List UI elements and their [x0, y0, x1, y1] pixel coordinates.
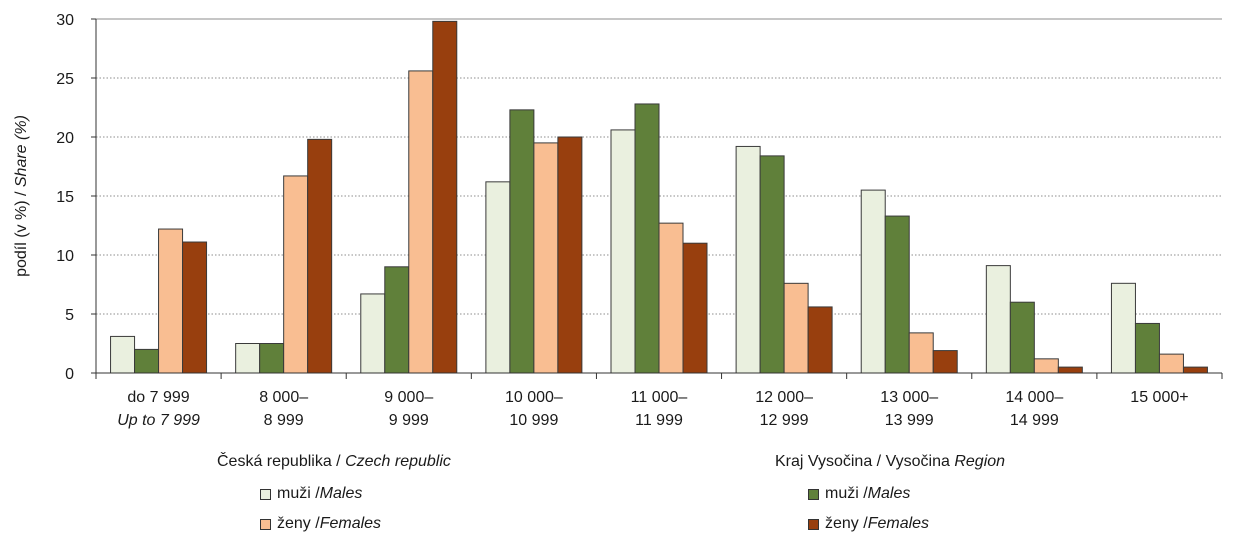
y-tick-label: 25	[56, 71, 74, 88]
bar-vy_f-0	[182, 241, 208, 374]
legend-swatch-vysocina-females	[808, 518, 819, 530]
x-tick-label: 9 000–	[384, 389, 433, 406]
x-tick-label: 13 000–	[880, 389, 938, 406]
bar-cz_m-4	[610, 129, 636, 374]
y-tick-label: 20	[56, 130, 74, 147]
x-tick-label: do 7 999	[127, 389, 189, 406]
bar-cz_m-5	[735, 145, 761, 374]
bar-cz_f-0	[158, 228, 184, 374]
bar-vy_m-0	[134, 348, 160, 374]
bar-cz_f-2	[408, 70, 434, 374]
bar-cz_f-7	[1033, 358, 1059, 374]
bar-cz_m-6	[860, 189, 886, 374]
x-tick-label: 8 000–	[259, 389, 308, 406]
bar-cz_m-1	[235, 343, 261, 374]
x-tick-label-line2: 12 999	[760, 412, 809, 429]
x-tick-label: 11 000–	[631, 389, 688, 406]
bar-vy_m-3	[509, 109, 535, 374]
bar-vy_f-1	[307, 138, 333, 374]
legend-item-czech-females: ženy / Females	[260, 515, 381, 533]
legend-item-czech-males: muži / Males	[260, 485, 362, 503]
x-tick-label-line2: 14 999	[1010, 412, 1059, 429]
bars	[110, 20, 1208, 374]
bar-vy_m-8	[1134, 322, 1160, 374]
bar-vy_f-2	[432, 20, 458, 374]
y-tick-label: 30	[56, 12, 74, 29]
x-tick-label-line2: 10 999	[509, 412, 558, 429]
bar-cz_m-7	[985, 265, 1011, 374]
y-tick-label: 15	[56, 189, 74, 206]
bar-cz_m-3	[485, 181, 511, 374]
bar-cz_f-6	[908, 332, 934, 374]
axes	[91, 18, 1223, 379]
bar-vy_f-7	[1057, 366, 1083, 374]
x-tick-label-line2: 11 999	[635, 412, 683, 429]
legend-swatch-czech-females	[260, 518, 271, 530]
x-tick-label: 15 000+	[1130, 389, 1188, 406]
bar-vy_f-8	[1182, 366, 1208, 374]
bar-vy_f-5	[807, 306, 833, 374]
x-tick-label-line2: 13 999	[885, 412, 934, 429]
bar-chart: 0 5 10 15 20 25 30 do 7 999 Up to 7 999 8 000– 8 …	[13, 12, 1223, 429]
x-tick-label: 10 000–	[505, 389, 563, 406]
x-tick-labels: do 7 999 Up to 7 999 8 000– 8 999 9 000– 9 99…	[117, 389, 1188, 429]
x-tick-label-line2: 8 999	[264, 412, 304, 429]
bar-cz_f-1	[283, 175, 309, 374]
bar-vy_f-4	[682, 242, 708, 374]
legend-swatch-czech-males	[260, 488, 271, 500]
legend-swatch-vysocina-males	[808, 488, 819, 500]
y-axis-label: podíl (v %) / Share (%)	[13, 115, 30, 277]
legend-item-vysocina-males: muži / Males	[808, 485, 910, 503]
bar-vy_m-7	[1009, 301, 1035, 374]
x-tick-label: 12 000–	[755, 389, 813, 406]
y-tick-label: 10	[56, 248, 74, 265]
bar-cz_f-4	[658, 222, 684, 374]
bar-vy_m-1	[259, 343, 285, 374]
bar-cz_f-8	[1158, 353, 1184, 374]
legend-group-title-czech: Česká republika / Czech republic	[217, 453, 451, 470]
bar-cz_m-8	[1110, 282, 1136, 374]
bar-cz_m-0	[110, 335, 136, 374]
bar-vy_m-6	[884, 215, 910, 374]
y-tick-label: 5	[65, 307, 74, 324]
x-tick-label-line2: 9 999	[389, 412, 429, 429]
legend-group-title-vysocina: Kraj Vysočina / Vysočina Region	[775, 453, 1006, 470]
bar-cz_f-5	[783, 282, 809, 374]
y-tick-label: 0	[65, 366, 74, 383]
bar-cz_m-2	[360, 293, 386, 374]
bar-vy_f-3	[557, 136, 583, 374]
x-tick-label-line2: Up to 7 999	[117, 412, 200, 429]
x-tick-label: 14 000–	[1005, 389, 1063, 406]
y-tick-labels: 0 5 10 15 20 25 30	[56, 12, 74, 383]
bar-vy_f-6	[932, 350, 958, 374]
bar-vy_m-5	[759, 155, 785, 374]
bar-vy_m-2	[384, 266, 410, 374]
bar-cz_f-3	[533, 142, 559, 374]
bar-vy_m-4	[634, 103, 660, 374]
legend-item-vysocina-females: ženy / Females	[808, 515, 929, 533]
